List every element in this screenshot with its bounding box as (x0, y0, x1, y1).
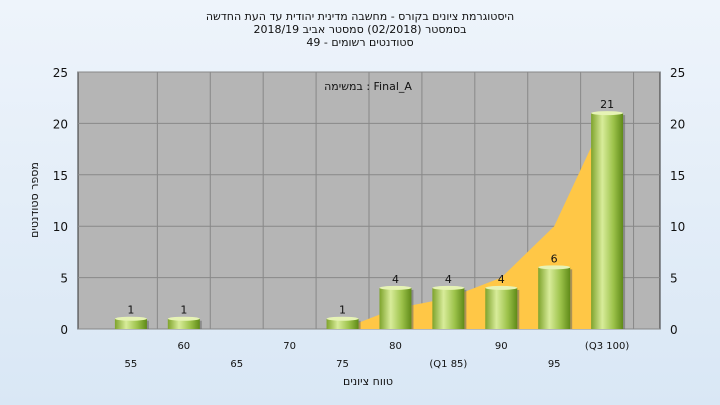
bar (485, 287, 518, 329)
annotation-label: במשימה : Final_A (324, 80, 412, 93)
y-tick-label-left: 0 (60, 323, 68, 337)
x-category-label: 80 (389, 341, 402, 352)
bar (591, 113, 624, 330)
y-axis-title: מספר סטודנטים (28, 162, 41, 238)
bar (432, 287, 465, 329)
x-category-label: 90 (495, 341, 508, 352)
y-tick-label-left: 5 (60, 272, 68, 286)
y-tick-label-left: 25 (53, 66, 68, 80)
bar (379, 287, 412, 329)
y-tick-label-right: 15 (670, 169, 685, 183)
x-axis-title: טווח ציונים (343, 375, 393, 388)
bar-value-label: 4 (392, 273, 399, 286)
x-category-label: 65 (230, 359, 243, 370)
bar-value-label: 21 (600, 98, 614, 111)
chart-title-block: היסטוגרמת ציונים בקורס - מחשבה מדינית יה… (0, 10, 720, 49)
x-category-label: 75 (336, 359, 349, 370)
chart-subtitle-semester: בסמסטר (02/2018) סמסטר אביב 2018/19 (253, 23, 467, 36)
x-category-label: (Q1 85) (429, 359, 467, 370)
x-category-label: 60 (177, 341, 190, 352)
x-category-label: (Q3 100) (585, 341, 629, 352)
y-tick-label-left: 10 (53, 220, 68, 234)
bar (326, 318, 359, 329)
y-tick-label-right: 20 (670, 117, 685, 131)
x-category-label: 70 (283, 341, 296, 352)
x-category-label: 55 (125, 359, 138, 370)
bar-value-label: 1 (127, 304, 134, 317)
bar-top (432, 285, 465, 290)
bar-top (379, 285, 412, 290)
chart-title: היסטוגרמת ציונים בקורס - מחשבה מדינית יה… (205, 10, 515, 23)
y-tick-label-right: 0 (670, 323, 678, 337)
bar-top (326, 316, 359, 321)
bar-top (114, 316, 147, 321)
bar-top (591, 111, 624, 116)
bar-value-label: 4 (445, 273, 452, 286)
bar-value-label: 1 (339, 304, 346, 317)
y-tick-label-right: 25 (670, 66, 685, 80)
y-tick-label-right: 5 (670, 272, 678, 286)
bar (538, 267, 571, 329)
bar-top (167, 316, 200, 321)
bar-value-label: 1 (180, 304, 187, 317)
y-tick-label-left: 20 (53, 117, 68, 131)
y-tick-label-right: 10 (670, 220, 685, 234)
bar (114, 318, 147, 329)
bar-top (485, 285, 518, 290)
bar (167, 318, 200, 329)
chart-subtitle-students: סטודנטים רשומים - 49 (306, 36, 414, 49)
x-category-label: 95 (548, 359, 561, 370)
bar-top (538, 265, 571, 270)
y-tick-label-left: 15 (53, 169, 68, 183)
bar-value-label: 4 (498, 273, 505, 286)
bar-value-label: 6 (551, 252, 558, 265)
